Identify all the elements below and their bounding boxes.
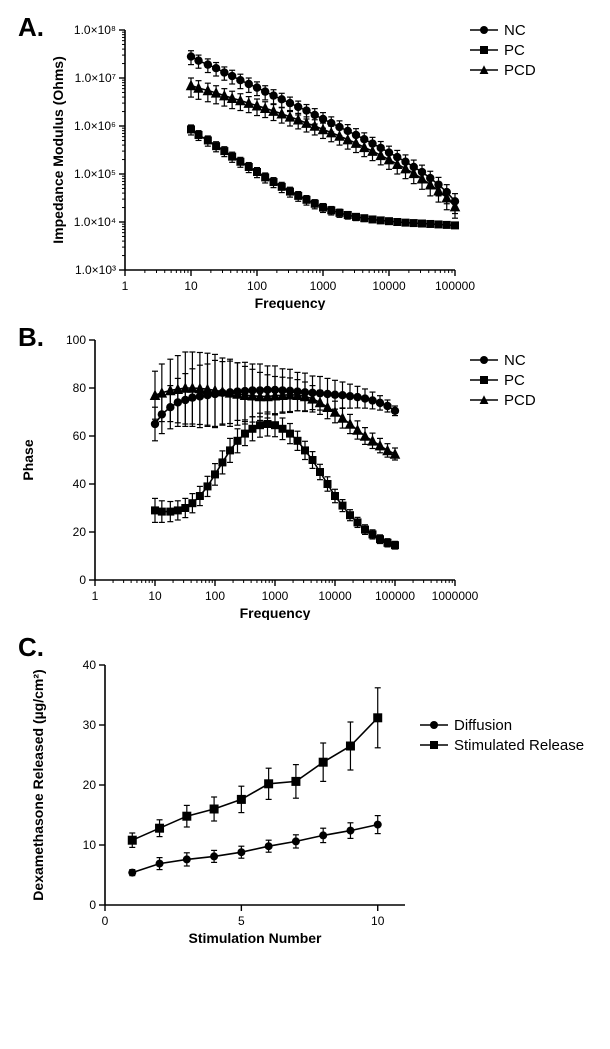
svg-text:1: 1 [92, 589, 99, 603]
svg-text:1000: 1000 [262, 589, 289, 603]
svg-text:20: 20 [73, 525, 87, 539]
svg-text:1000000: 1000000 [432, 589, 479, 603]
square-icon [470, 372, 498, 388]
legend-label: Stimulated Release [454, 737, 584, 754]
legend-item: PCD [470, 60, 536, 80]
legend-item: PCD [470, 390, 536, 410]
svg-text:Phase: Phase [20, 439, 36, 480]
svg-text:20: 20 [83, 778, 97, 792]
svg-text:Impedance Modulus (Ohms): Impedance Modulus (Ohms) [50, 56, 66, 243]
svg-text:Frequency: Frequency [255, 295, 326, 310]
svg-text:1: 1 [122, 279, 129, 293]
svg-text:100: 100 [205, 589, 225, 603]
svg-text:10000: 10000 [372, 279, 406, 293]
legend-item: PC [470, 370, 536, 390]
svg-text:1.0×10⁵: 1.0×10⁵ [74, 167, 116, 181]
triangle-icon [470, 62, 498, 78]
svg-text:1.0×10⁸: 1.0×10⁸ [74, 23, 116, 37]
svg-text:100000: 100000 [375, 589, 415, 603]
svg-text:1.0×10⁶: 1.0×10⁶ [74, 119, 116, 133]
legend: NC PC PCD [470, 20, 536, 80]
svg-text:10000: 10000 [318, 589, 352, 603]
legend-label: PC [504, 372, 525, 389]
legend-label: PC [504, 42, 525, 59]
legend-item: Stimulated Release [420, 735, 584, 755]
panel-label-c: C. [18, 632, 44, 663]
panel-c: C. 0 5 10 0 10 20 30 40 Stimulation Number Dexame… [10, 630, 600, 960]
legend-item: PC [470, 40, 536, 60]
panel-label-a: A. [18, 12, 44, 43]
circle-icon [420, 717, 448, 733]
svg-text:1.0×10⁴: 1.0×10⁴ [74, 215, 116, 229]
triangle-icon [470, 392, 498, 408]
legend-item: NC [470, 350, 536, 370]
svg-text:0: 0 [79, 573, 86, 587]
panel-b: B. 1 10 100 1000 10000 100000 1000000 0 20 40 60 80… [10, 320, 600, 620]
svg-text:60: 60 [73, 429, 87, 443]
svg-text:10: 10 [371, 914, 385, 928]
legend: NC PC PCD [470, 350, 536, 410]
legend-label: NC [504, 352, 526, 369]
svg-text:1.0×10³: 1.0×10³ [75, 263, 116, 277]
legend-item: NC [470, 20, 536, 40]
svg-text:100: 100 [66, 333, 86, 347]
svg-text:10: 10 [83, 838, 97, 852]
svg-text:Stimulation Number: Stimulation Number [188, 930, 322, 946]
legend-label: PCD [504, 62, 536, 79]
svg-text:40: 40 [73, 477, 87, 491]
panel-a: A. 1 10 100 1000 10000 100000 1.0×10³ 1.0×10⁴ 1.… [10, 10, 600, 310]
svg-text:80: 80 [73, 381, 87, 395]
svg-text:10: 10 [148, 589, 162, 603]
svg-text:Frequency: Frequency [240, 605, 311, 620]
svg-text:0: 0 [89, 898, 96, 912]
circle-icon [470, 352, 498, 368]
svg-text:Dexamethasone Released (µg/cm²: Dexamethasone Released (µg/cm²) [30, 669, 46, 900]
legend-label: Diffusion [454, 717, 512, 734]
legend-label: NC [504, 22, 526, 39]
svg-text:0: 0 [102, 914, 109, 928]
svg-text:100: 100 [247, 279, 267, 293]
legend-item: Diffusion [420, 715, 584, 735]
panel-label-b: B. [18, 322, 44, 353]
square-icon [420, 737, 448, 753]
svg-text:100000: 100000 [435, 279, 475, 293]
legend-label: PCD [504, 392, 536, 409]
circle-icon [470, 22, 498, 38]
svg-text:40: 40 [83, 658, 97, 672]
svg-text:5: 5 [238, 914, 245, 928]
legend: Diffusion Stimulated Release [420, 715, 584, 755]
svg-text:30: 30 [83, 718, 97, 732]
svg-text:1.0×10⁷: 1.0×10⁷ [75, 71, 116, 85]
svg-text:10: 10 [184, 279, 198, 293]
svg-text:1000: 1000 [310, 279, 337, 293]
square-icon [470, 42, 498, 58]
